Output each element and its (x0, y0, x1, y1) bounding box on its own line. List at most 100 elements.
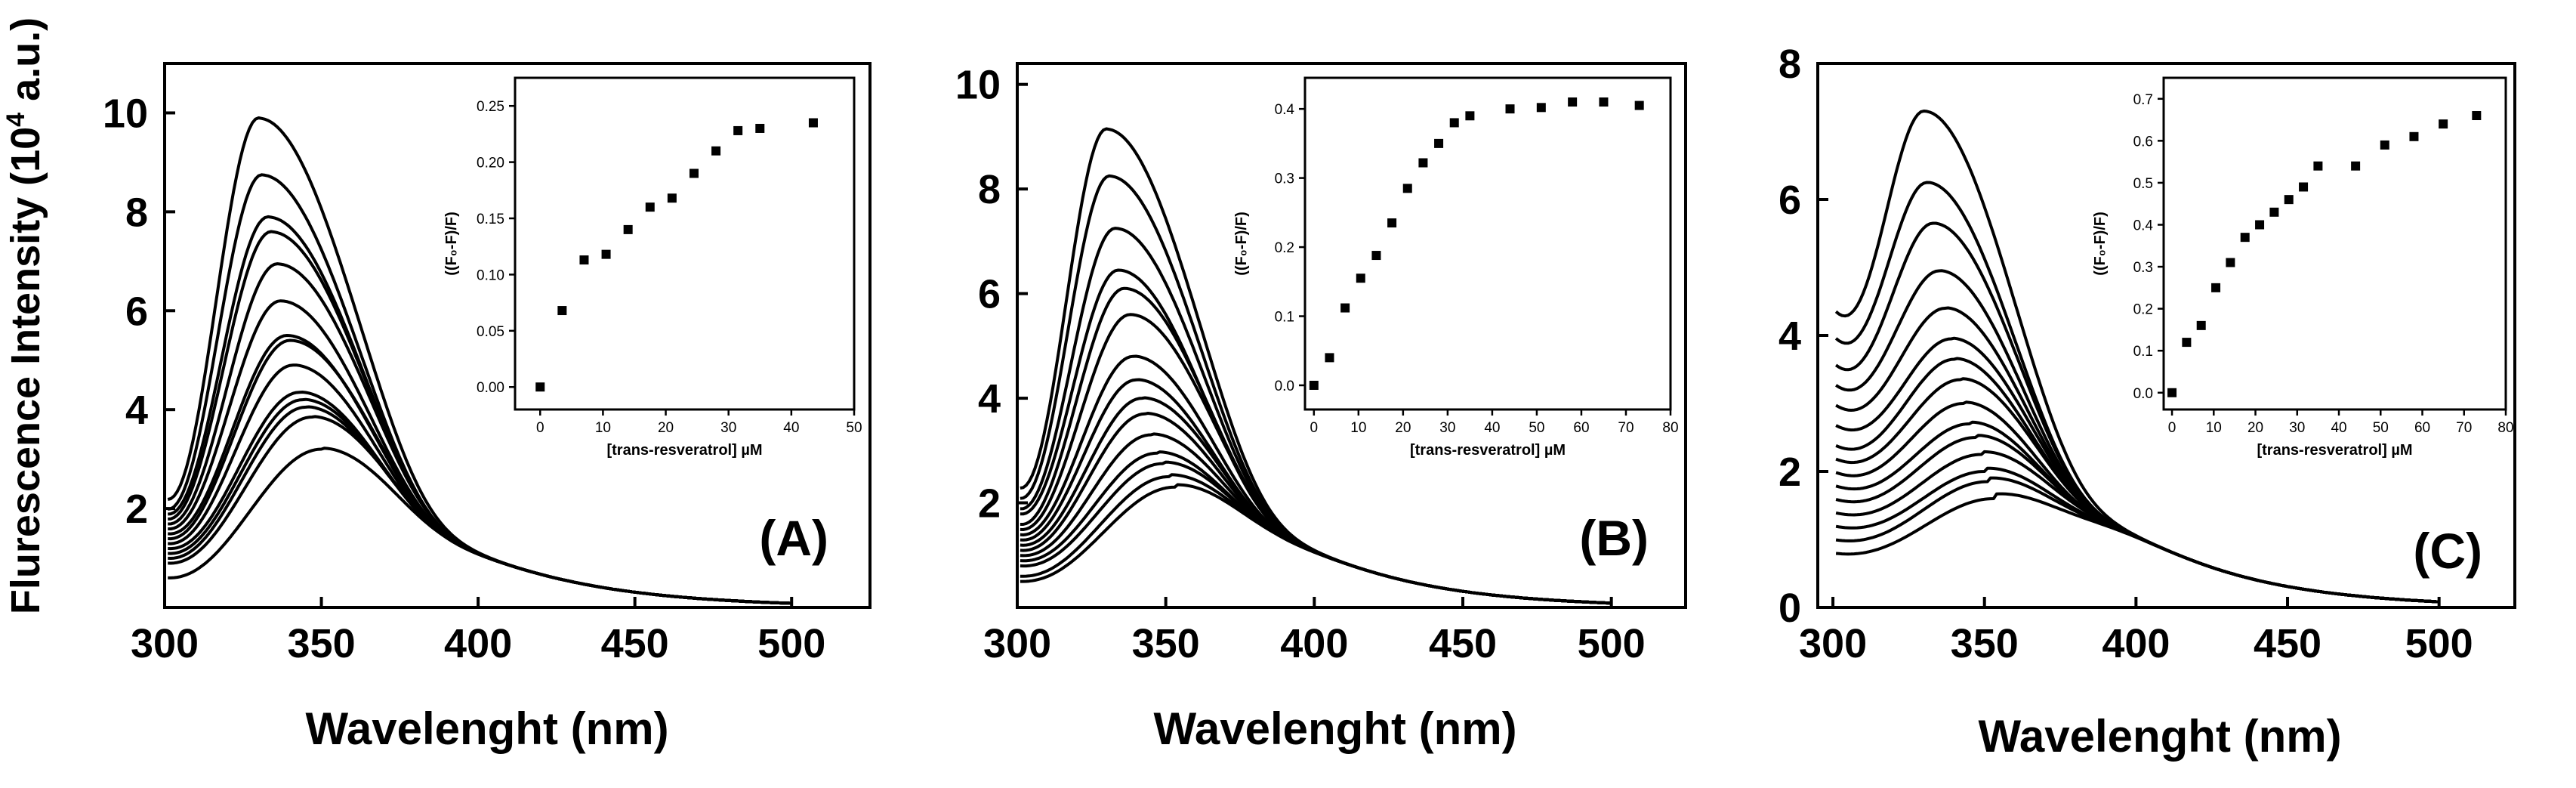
inset-data-point (2182, 338, 2192, 348)
x-tick-label: 300 (131, 621, 199, 666)
inset-x-tick-label: 0 (1310, 420, 1319, 436)
inset-x-tick-label: 40 (783, 420, 799, 436)
x-tick-label: 350 (1951, 621, 2019, 666)
inset-y-tick-label: 0.05 (477, 324, 504, 340)
inset-data-point (623, 224, 633, 234)
inset-data-point (2313, 161, 2323, 171)
inset-x-tick-label: 60 (2414, 420, 2430, 436)
y-tick-label: 2 (1779, 450, 1801, 495)
inset-data-point (2167, 388, 2177, 397)
panel-label: (A) (759, 510, 828, 566)
y-tick-label: 8 (1779, 42, 1801, 87)
inset-y-tick-label: 0.15 (477, 212, 504, 227)
x-tick-label: 400 (2102, 621, 2170, 666)
y-tick-label: 8 (978, 167, 1001, 212)
inset-data-point (1418, 158, 1428, 168)
x-tick-label: 500 (2405, 621, 2473, 666)
x-tick-label: 350 (1132, 621, 1200, 666)
spectrum-curve (168, 447, 792, 605)
inset-x-tick-label: 10 (595, 420, 611, 436)
y-axis-title-prefix: Flurescence Intensity (10 (3, 127, 48, 614)
inset-y-tick-label: 0.4 (1275, 102, 1295, 118)
inset-x-tick-label: 10 (1350, 420, 1366, 436)
y-tick-label: 4 (1779, 314, 1801, 359)
inset-y-tick-label: 0.20 (477, 156, 504, 172)
y-tick-label: 6 (125, 289, 148, 334)
inset-x-tick-label: 70 (1618, 420, 1634, 436)
inset-data-point (2255, 220, 2265, 230)
inset-y-tick-label: 0.2 (2133, 302, 2153, 318)
y-tick-label: 2 (125, 487, 148, 532)
inset-data-point (755, 123, 765, 133)
inset-data-point (1356, 273, 1365, 283)
inset-data-point (2211, 283, 2221, 292)
inset-chart: 0 10 20 30 40 50 0.00 0.05 0.10 0.15 0.20 0.25 [tran… (443, 76, 862, 459)
inset-data-point (1568, 97, 1578, 107)
y-tick-label: 0 (1779, 586, 1801, 631)
inset-y-axis-title: ((F₀-F)/F) (2092, 212, 2109, 276)
inset-x-tick-label: 30 (2289, 420, 2305, 436)
inset-data-point (1387, 218, 1397, 228)
inset-y-tick-label: 0.4 (2133, 218, 2154, 233)
inset-y-tick-label: 0.10 (477, 267, 504, 283)
inset-x-tick-label: 80 (1662, 420, 1678, 436)
panel-label: (C) (2413, 523, 2482, 579)
x-tick-label: 400 (1280, 621, 1348, 666)
y-axis-title-superscript: 4 (2, 113, 30, 127)
panel-3: 300 350 400 450 500 0 2 4 6 8 Wavelenght (nm) (C) 0 1… (1779, 42, 2516, 762)
inset-x-tick-label: 30 (1439, 420, 1455, 436)
inset-x-tick-label: 0 (2168, 420, 2176, 436)
shared-y-axis-title: Flurescence Intensity (104 a.u.) (2, 17, 48, 614)
inset-y-axis-title: ((F₀-F)/F) (443, 212, 460, 276)
y-tick-label: 4 (978, 376, 1001, 422)
spectrum-curve (1020, 483, 1612, 605)
inset-data-point (689, 168, 699, 178)
inset-data-point (579, 255, 589, 265)
inset-chart: 0 10 20 30 40 50 60 70 80 0.0 0.1 0.2 0.3 0.4 0.5 0.6 0.… (2092, 76, 2514, 459)
inset-x-tick-label: 20 (658, 420, 674, 436)
inset-data-point (1402, 184, 1412, 193)
inset-x-tick-label: 10 (2206, 420, 2222, 436)
inset-frame (514, 76, 856, 411)
x-tick-label: 300 (983, 621, 1051, 666)
panel-label: (B) (1579, 510, 1649, 566)
x-tick-label: 500 (757, 621, 825, 666)
inset-frame (1303, 76, 1672, 411)
inset-data-point (2240, 233, 2250, 243)
inset-y-tick-label: 0.00 (477, 380, 504, 396)
y-axis-title-suffix: a.u.) (3, 17, 48, 113)
inset-y-tick-label: 0.0 (1275, 379, 1294, 394)
y-tick-label: 8 (125, 190, 148, 235)
x-tick-label: 450 (601, 621, 669, 666)
inset-y-tick-label: 0.3 (1275, 172, 1294, 187)
inset-x-axis-title: [trans-resveratrol] µM (2257, 442, 2412, 459)
inset-x-tick-label: 40 (1484, 420, 1500, 436)
inset-frame (2162, 76, 2507, 411)
inset-data-point (1449, 118, 1459, 128)
inset-y-tick-label: 0.25 (477, 99, 504, 115)
inset-x-tick-label: 30 (720, 420, 736, 436)
inset-y-tick-label: 0.1 (2133, 344, 2153, 360)
x-tick-label: 450 (2254, 621, 2321, 666)
inset-y-tick-label: 0.3 (2133, 260, 2153, 276)
inset-data-point (1465, 111, 1475, 121)
y-tick-label: 10 (103, 91, 148, 136)
inset-data-point (645, 202, 655, 212)
x-tick-label: 400 (444, 621, 512, 666)
inset-x-tick-label: 20 (1395, 420, 1411, 436)
inset-x-tick-label: 60 (1573, 420, 1589, 436)
spectra-curves (1020, 127, 1612, 605)
inset-data-point (1505, 104, 1515, 114)
inset-data-point (711, 146, 721, 156)
x-tick-label: 350 (288, 621, 356, 666)
y-tick-label: 6 (1779, 178, 1801, 223)
y-tick-label: 4 (125, 388, 148, 433)
inset-x-tick-label: 50 (846, 420, 862, 436)
y-tick-label: 6 (978, 272, 1001, 317)
inset-y-tick-label: 0.5 (2133, 176, 2153, 192)
inset-x-tick-label: 0 (536, 420, 545, 436)
